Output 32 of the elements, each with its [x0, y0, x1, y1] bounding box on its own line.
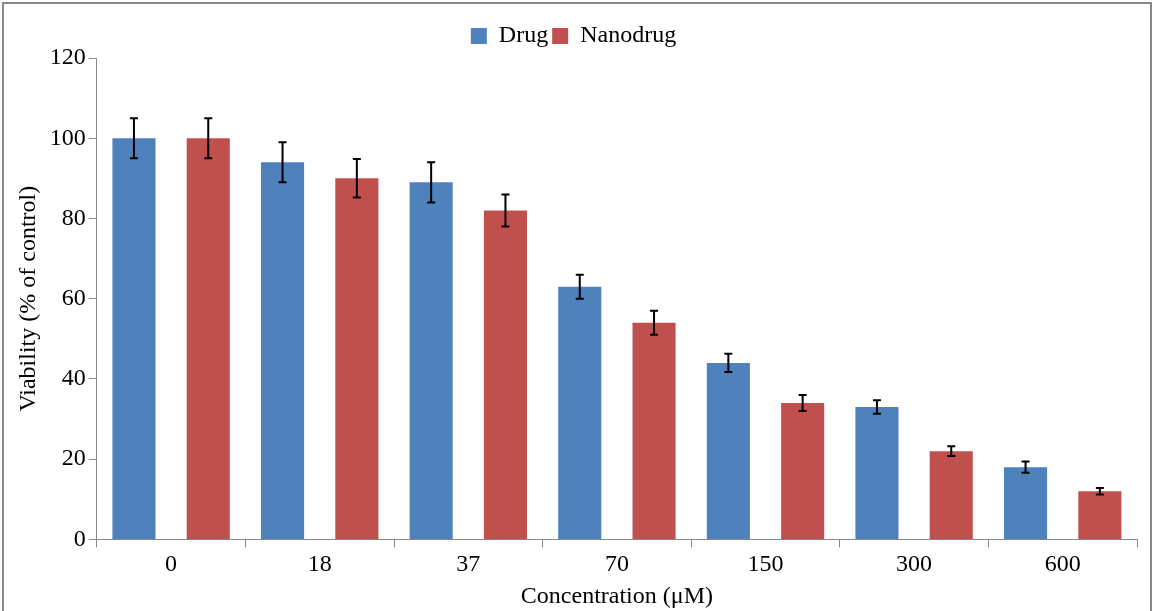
bar [186, 138, 230, 539]
y-tick-label: 0 [73, 524, 86, 551]
bar [409, 182, 453, 539]
bar [1078, 491, 1122, 539]
y-axis-title: Viability (% of control) [13, 185, 40, 412]
y-tick-label: 120 [49, 43, 86, 70]
x-tick-label: 0 [165, 550, 178, 577]
x-tick-label: 150 [747, 550, 784, 577]
bar [855, 407, 899, 539]
y-tick-label: 40 [61, 364, 86, 391]
x-tick-label: 300 [896, 550, 933, 577]
x-tick-label: 18 [307, 550, 332, 577]
x-tick-label: 37 [456, 550, 481, 577]
y-tick-label: 20 [61, 444, 86, 471]
bar [558, 286, 602, 539]
bar [632, 322, 676, 539]
y-tick-label: 80 [61, 203, 86, 230]
bar [261, 162, 305, 539]
bar [929, 451, 973, 539]
y-tick-label: 60 [61, 284, 86, 310]
x-tick-label: 600 [1044, 550, 1081, 577]
legend-label: Nanodrug [580, 21, 677, 48]
x-axis-title: Concentration (μM) [520, 581, 713, 608]
y-tick-label: 100 [49, 123, 86, 150]
bar [706, 362, 750, 539]
x-tick-label: 70 [604, 550, 629, 577]
bar [112, 138, 156, 539]
bar [483, 210, 527, 539]
legend-label: Drug [498, 21, 549, 48]
bar [335, 178, 379, 539]
bar [1004, 467, 1048, 539]
bar [781, 403, 825, 539]
